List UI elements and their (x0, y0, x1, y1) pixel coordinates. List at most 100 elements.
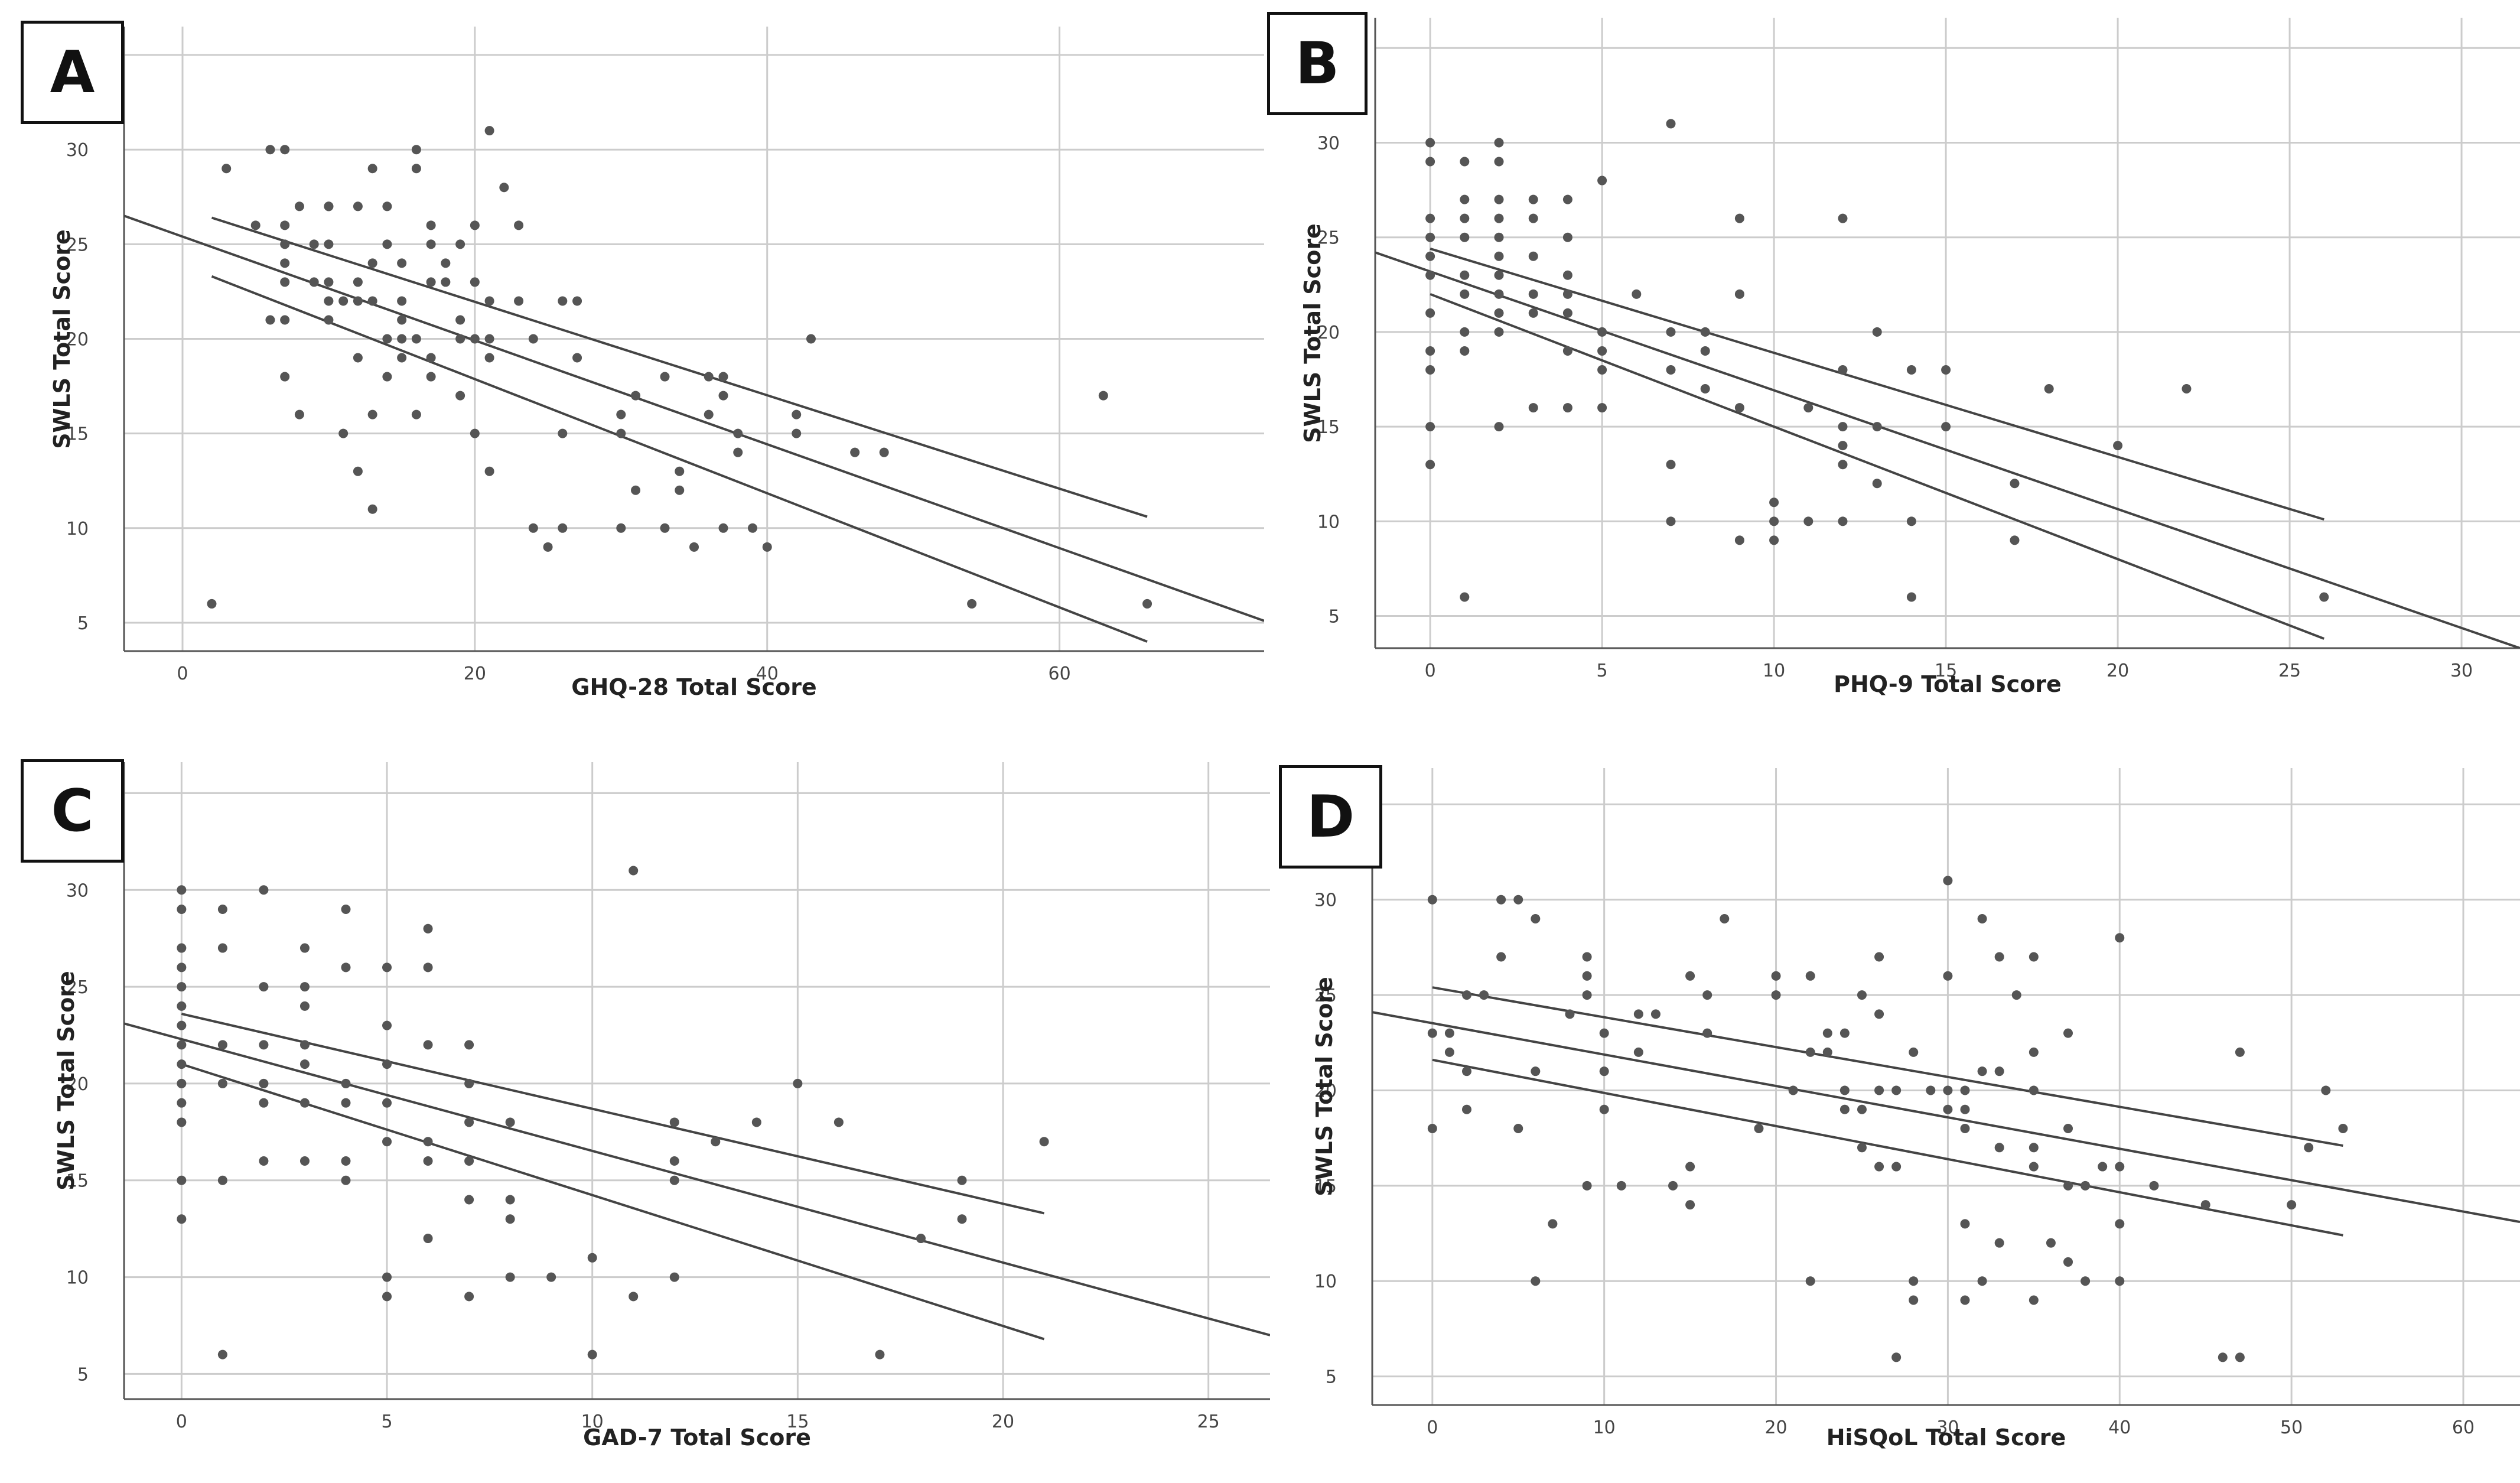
data-point (1805, 1047, 1815, 1057)
data-point (762, 542, 772, 552)
x-axis-title: GHQ-28 Total Score (571, 674, 817, 700)
data-point (353, 466, 363, 476)
y-tick-label: 5 (77, 1364, 89, 1385)
x-tick-label: 10 (1593, 1417, 1616, 1438)
data-point (259, 1156, 269, 1166)
data-point (675, 466, 685, 476)
x-tick-label: 40 (756, 664, 779, 684)
data-point (1427, 1124, 1437, 1134)
data-point (2115, 1276, 2125, 1286)
x-tick-label: 20 (1764, 1417, 1787, 1438)
data-point (558, 523, 568, 533)
data-point (294, 201, 304, 212)
data-point (353, 201, 363, 212)
data-point (259, 1078, 269, 1088)
data-point (675, 485, 685, 495)
data-point (1425, 213, 1435, 223)
data-point (217, 1078, 227, 1088)
data-point (1460, 346, 1470, 356)
plot-area (1372, 876, 2520, 1362)
fit-line (1372, 1011, 2520, 1224)
data-point (470, 428, 480, 438)
data-point (341, 962, 351, 973)
data-point (397, 258, 407, 268)
data-point (2115, 933, 2125, 943)
data-point (1582, 1180, 1592, 1191)
fit-line (1375, 251, 2520, 648)
data-point (441, 277, 451, 287)
data-point (484, 126, 494, 136)
data-point (1427, 895, 1437, 905)
data-point (1803, 403, 1814, 413)
data-point (299, 1059, 310, 1069)
data-point (792, 409, 802, 419)
y-tick-label: 5 (77, 613, 89, 634)
data-point (1528, 289, 1538, 299)
data-point (177, 905, 187, 915)
data-point (1444, 1047, 1454, 1057)
data-point (324, 315, 334, 325)
data-point (1494, 251, 1504, 261)
data-point (1771, 971, 1781, 981)
data-point (2011, 990, 2021, 1000)
plot-area (124, 866, 1270, 1360)
data-point (455, 315, 465, 325)
data-point (299, 1098, 310, 1108)
plot-area (124, 126, 1264, 643)
data-point (1977, 1066, 1987, 1077)
data-point (423, 962, 433, 973)
data-point (1460, 592, 1470, 602)
ci-upper-line (1432, 986, 2343, 1147)
data-point (1582, 971, 1592, 981)
data-point (1425, 251, 1435, 261)
data-point (1562, 232, 1572, 242)
data-point (792, 428, 802, 438)
data-point (1494, 138, 1504, 148)
data-point (1528, 251, 1538, 261)
data-point (464, 1040, 474, 1050)
data-point (2010, 479, 2020, 489)
data-point (423, 923, 433, 934)
data-point (1960, 1104, 1970, 1114)
data-point (528, 523, 538, 533)
data-point (1700, 384, 1710, 394)
data-point (324, 277, 334, 287)
data-point (259, 885, 269, 895)
x-tick-label: 10 (581, 1412, 604, 1432)
data-point (1142, 599, 1152, 609)
data-point (341, 1156, 351, 1166)
data-point (484, 353, 494, 363)
data-point (1444, 1028, 1454, 1038)
x-tick-label: 25 (1197, 1412, 1220, 1432)
data-point (2149, 1180, 2159, 1191)
data-point (875, 1349, 885, 1360)
data-point (850, 447, 860, 457)
data-point (1599, 1028, 1609, 1038)
data-point (2081, 1180, 2091, 1191)
data-point (669, 1175, 679, 1185)
x-tick-label: 50 (2280, 1417, 2303, 1438)
data-point (222, 164, 232, 174)
data-point (1891, 1085, 1902, 1095)
data-point (1943, 876, 1953, 886)
data-point (382, 1098, 392, 1108)
x-tick-label: 40 (2108, 1417, 2131, 1438)
x-tick-label: 0 (1425, 661, 1436, 681)
data-point (1822, 1047, 1832, 1057)
data-point (1668, 1180, 1678, 1191)
data-point (834, 1117, 844, 1127)
data-point (423, 1234, 433, 1244)
data-point (558, 296, 568, 306)
data-point (2029, 1162, 2039, 1172)
x-axis-title: GAD-7 Total Score (583, 1425, 811, 1451)
data-point (1494, 270, 1504, 280)
data-point (1562, 289, 1572, 299)
x-tick-label: 60 (2452, 1417, 2475, 1438)
data-point (1494, 289, 1504, 299)
data-point (464, 1292, 474, 1302)
data-point (2029, 1047, 2039, 1057)
data-point (484, 466, 494, 476)
data-point (470, 277, 480, 287)
data-point (1666, 119, 1676, 129)
y-tick-label: 25 (1314, 986, 1337, 1006)
